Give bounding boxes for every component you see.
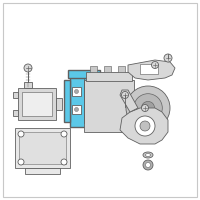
Circle shape: [152, 62, 158, 68]
Bar: [13, 110, 18, 116]
Bar: [22, 92, 52, 116]
Circle shape: [134, 94, 162, 122]
Bar: [64, 80, 70, 122]
Bar: [86, 85, 94, 88]
Circle shape: [18, 131, 24, 137]
Circle shape: [24, 64, 32, 72]
Circle shape: [74, 108, 78, 112]
Bar: [86, 100, 94, 103]
Circle shape: [140, 121, 150, 131]
Bar: [86, 113, 94, 116]
Bar: [72, 105, 81, 114]
Circle shape: [135, 116, 155, 136]
Bar: [84, 80, 134, 132]
Bar: [15, 128, 70, 168]
Bar: [140, 64, 158, 74]
Circle shape: [61, 131, 67, 137]
Bar: [90, 66, 97, 72]
Polygon shape: [128, 60, 175, 80]
Bar: [25, 168, 60, 174]
Circle shape: [141, 101, 155, 115]
Bar: [68, 70, 100, 78]
Circle shape: [142, 104, 148, 112]
Ellipse shape: [143, 152, 153, 158]
Bar: [72, 87, 81, 96]
Circle shape: [126, 86, 170, 130]
FancyBboxPatch shape: [24, 82, 32, 88]
Circle shape: [143, 160, 153, 170]
Circle shape: [164, 54, 172, 62]
Circle shape: [74, 90, 78, 94]
Circle shape: [61, 159, 67, 165]
Bar: [70, 75, 98, 127]
Polygon shape: [120, 108, 168, 144]
Bar: [118, 66, 125, 72]
Bar: [104, 66, 111, 72]
Circle shape: [18, 159, 24, 165]
Circle shape: [146, 162, 151, 168]
Circle shape: [122, 92, 128, 98]
Polygon shape: [120, 90, 138, 112]
Bar: [18, 88, 56, 120]
Bar: [56, 98, 62, 110]
Ellipse shape: [146, 154, 151, 156]
Bar: [13, 92, 18, 98]
Bar: [19, 132, 66, 164]
Bar: [86, 72, 132, 81]
